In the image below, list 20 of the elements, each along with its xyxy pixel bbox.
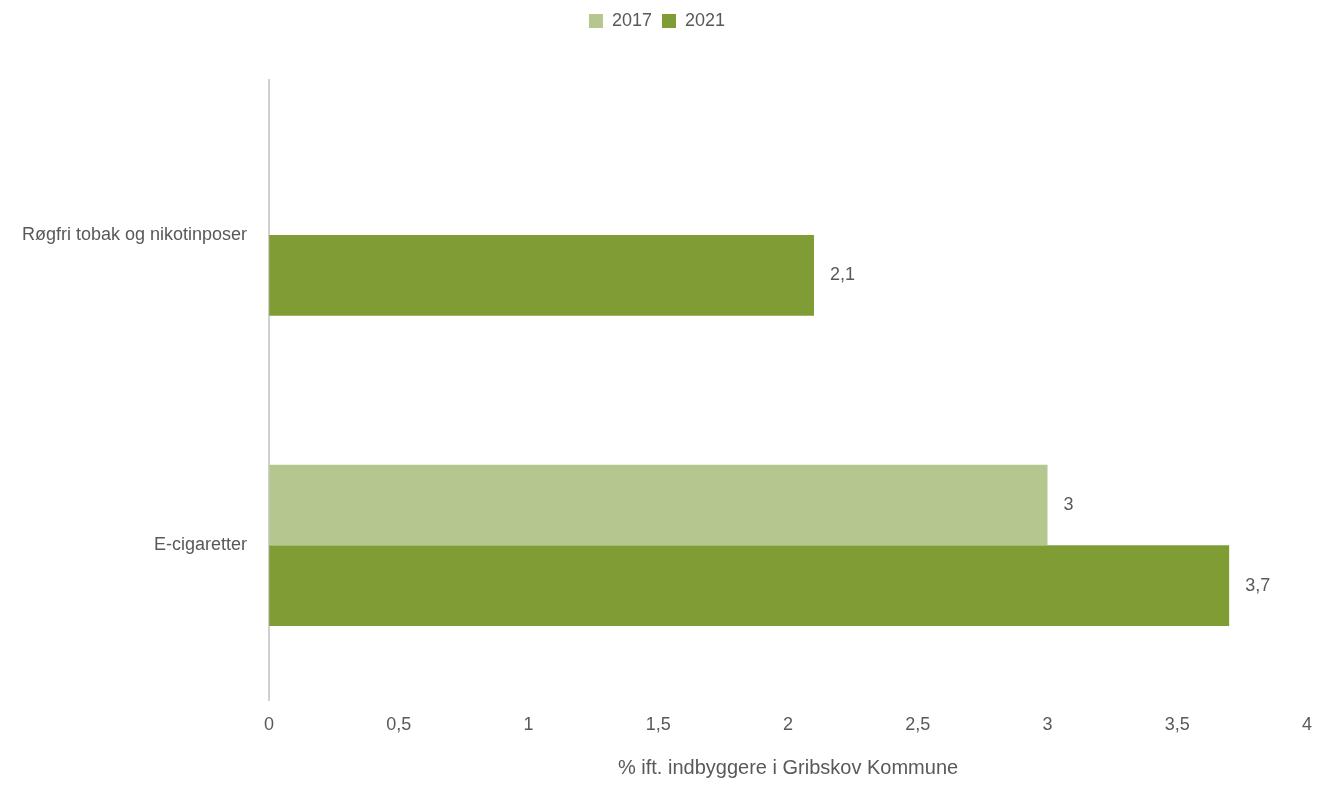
bar (269, 464, 1048, 546)
bar (269, 235, 814, 316)
bar (269, 545, 1230, 626)
x-tick-label: 4 (1301, 714, 1312, 735)
x-tick-label: 1,5 (645, 714, 671, 735)
x-axis-title: % ift. indbyggere i Gribskov Kommune (617, 755, 959, 778)
x-tick-label: 0 (264, 714, 275, 735)
x-tick-label: 1 (523, 714, 534, 735)
x-tick-label: 3 (1042, 714, 1053, 735)
data-label: 3 (1063, 493, 1074, 514)
data-label: 3,7 (1245, 574, 1271, 595)
x-tick-label: 2 (783, 714, 794, 735)
legend-label: 2021 (685, 9, 726, 30)
data-label: 2,1 (830, 264, 856, 285)
y-tick-label: E-cigaretter (154, 534, 248, 555)
x-tick-label: 3,5 (1164, 714, 1190, 735)
x-tick-label: 2,5 (905, 714, 931, 735)
x-tick-label: 0,5 (386, 714, 412, 735)
legend-label: 2017 (611, 9, 652, 30)
y-tick-label: Røgfri tobak og nikotinposer (21, 224, 248, 245)
